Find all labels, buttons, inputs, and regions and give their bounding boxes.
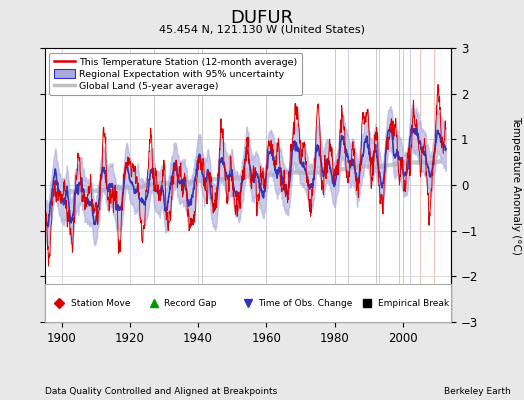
Text: Record Gap: Record Gap <box>165 298 217 308</box>
Text: 45.454 N, 121.130 W (United States): 45.454 N, 121.130 W (United States) <box>159 25 365 35</box>
Legend: This Temperature Station (12-month average), Regional Expectation with 95% uncer: This Temperature Station (12-month avera… <box>49 53 302 95</box>
Text: Station Move: Station Move <box>71 298 130 308</box>
Text: Data Quality Controlled and Aligned at Breakpoints: Data Quality Controlled and Aligned at B… <box>45 387 277 396</box>
Text: DUFUR: DUFUR <box>231 9 293 27</box>
Text: Empirical Break: Empirical Break <box>377 298 449 308</box>
Text: Berkeley Earth: Berkeley Earth <box>444 387 511 396</box>
Text: Temperature Anomaly (°C): Temperature Anomaly (°C) <box>511 116 521 254</box>
Text: Time of Obs. Change: Time of Obs. Change <box>258 298 352 308</box>
